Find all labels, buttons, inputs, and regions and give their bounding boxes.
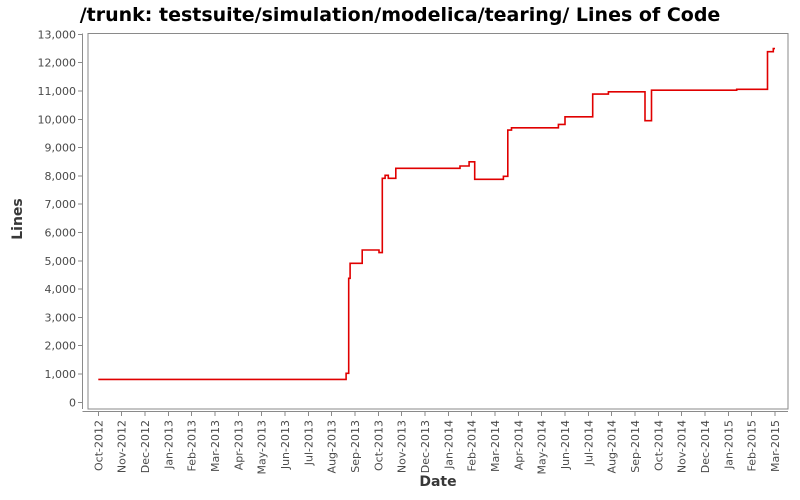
y-tick-label: 9,000: [45, 142, 77, 155]
y-tick-label: 11,000: [38, 85, 77, 98]
x-axis-title: Date: [419, 474, 457, 490]
x-tick-label: Jul-2014: [582, 420, 595, 466]
x-tick-label: Dec-2013: [419, 420, 432, 473]
x-tick-label: Aug-2013: [326, 420, 339, 473]
y-axis-title: Lines: [10, 198, 26, 240]
x-tick-label: Mar-2013: [209, 420, 222, 472]
x-tick-label: Jan-2013: [162, 420, 175, 470]
x-tick-label: Feb-2013: [186, 420, 199, 471]
y-tick-label: 5,000: [45, 255, 77, 268]
x-tick-label: Feb-2015: [746, 420, 759, 471]
x-tick-label: Jun-2013: [279, 420, 292, 470]
x-tick-label: Jan-2015: [722, 420, 735, 470]
y-tick-label: 6,000: [45, 227, 77, 240]
y-tick-label: 2,000: [45, 340, 77, 353]
y-tick-label: 1,000: [45, 368, 77, 381]
x-tick-label: Feb-2014: [466, 420, 479, 471]
x-tick-label: Dec-2014: [699, 420, 712, 473]
x-tick-label: Jan-2014: [442, 420, 455, 470]
x-tick-label: Oct-2013: [372, 420, 385, 471]
y-tick-label: 7,000: [45, 198, 77, 211]
loc-series-line: [98, 47, 775, 381]
y-tick-label: 3,000: [45, 311, 77, 324]
x-tick-label: Mar-2015: [769, 420, 782, 472]
x-tick-label: Sep-2013: [349, 420, 362, 473]
chart-title: /trunk: testsuite/simulation/modelica/te…: [79, 4, 721, 26]
y-tick-label: 10,000: [38, 113, 77, 126]
x-tick-label: Nov-2013: [396, 420, 409, 473]
y-tick-label: 8,000: [45, 170, 77, 183]
x-tick-label: May-2013: [256, 420, 269, 475]
y-tick-label: 12,000: [38, 57, 77, 70]
y-tick-label: 0: [69, 396, 76, 409]
x-tick-label: Nov-2014: [676, 420, 689, 473]
x-tick-label: Dec-2012: [139, 420, 152, 473]
x-tick-label: Aug-2014: [606, 420, 619, 473]
x-tick-label: Oct-2012: [92, 420, 105, 471]
plot-area-border: [87, 33, 789, 410]
x-tick-label: Apr-2013: [232, 420, 245, 470]
y-tick-label: 4,000: [45, 283, 77, 296]
x-tick-label: Apr-2014: [512, 420, 525, 470]
x-tick-label: Jun-2014: [559, 420, 572, 470]
x-tick-label: May-2014: [536, 420, 549, 475]
y-tick-label: 13,000: [38, 28, 77, 41]
x-tick-label: Jul-2013: [302, 420, 315, 466]
x-tick-label: Mar-2014: [489, 420, 502, 472]
x-tick-label: Sep-2014: [629, 420, 642, 473]
x-tick-label: Oct-2014: [652, 420, 665, 471]
x-tick-label: Nov-2012: [116, 420, 129, 473]
